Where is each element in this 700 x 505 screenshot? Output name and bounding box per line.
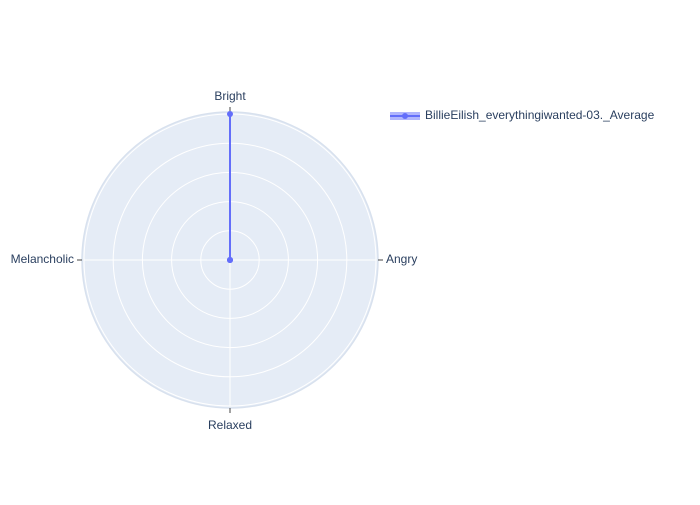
axis-label-bright: Bright [214, 89, 246, 103]
axis-label-relaxed: Relaxed [208, 418, 252, 432]
angular-tick-labels: Bright Angry Relaxed Melancholic [11, 89, 418, 432]
data-point-melancholic[interactable] [227, 257, 233, 263]
axis-label-melancholic: Melancholic [11, 252, 74, 266]
legend[interactable]: BillieEilish_everythingiwanted-03._Avera… [390, 108, 655, 122]
legend-swatch-marker [402, 113, 408, 119]
axis-label-angry: Angry [386, 252, 417, 266]
data-point-bright[interactable] [227, 111, 233, 117]
series-layer [227, 111, 233, 263]
legend-item[interactable]: BillieEilish_everythingiwanted-03._Avera… [390, 108, 655, 122]
legend-label: BillieEilish_everythingiwanted-03._Avera… [425, 108, 655, 122]
